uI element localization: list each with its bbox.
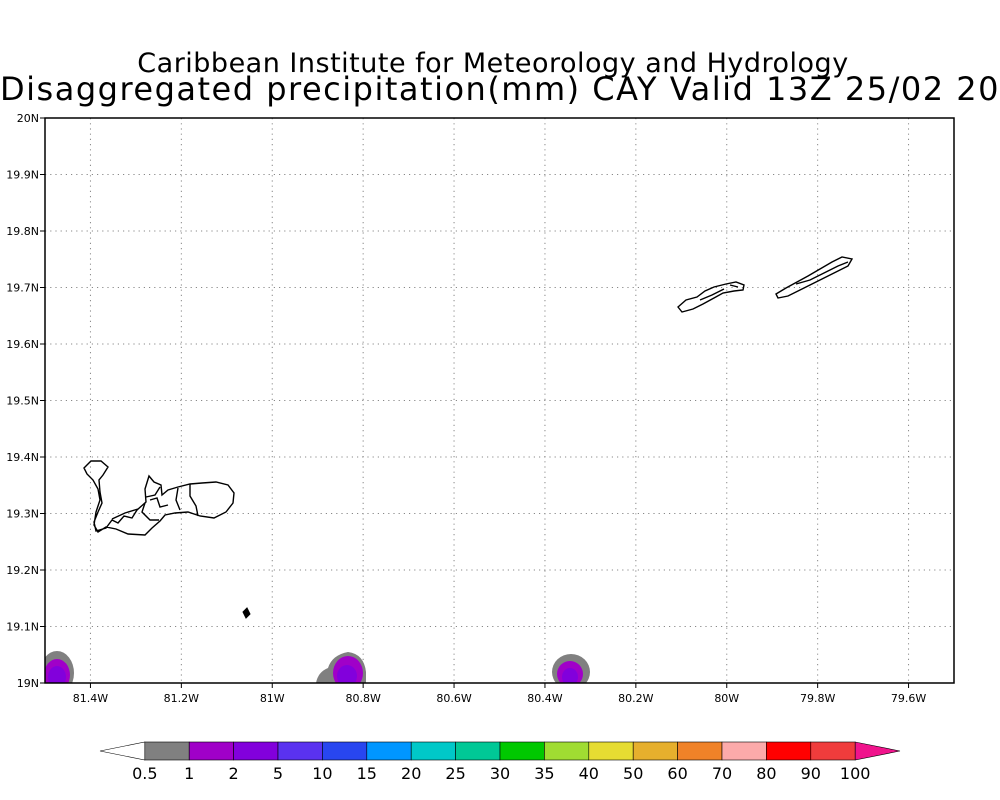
colorbar-swatch xyxy=(277,741,323,761)
coastlines xyxy=(83,256,854,619)
x-tick-label: 80W xyxy=(714,692,739,705)
colorbar-label: 40 xyxy=(579,764,599,783)
colorbar-label: 60 xyxy=(667,764,687,783)
y-tick-label: 19N xyxy=(17,677,39,690)
y-tick-label: 19.8N xyxy=(6,225,39,238)
y-tick-label: 19.3N xyxy=(6,508,39,521)
colorbar-label: 25 xyxy=(445,764,465,783)
colorbar-label: 2 xyxy=(229,764,239,783)
colorbar-swatch xyxy=(188,741,234,761)
island-cayman-brac xyxy=(775,256,854,299)
colorbar-label: 70 xyxy=(712,764,732,783)
colorbar-swatch xyxy=(677,741,723,761)
precip-cell-east xyxy=(552,654,590,683)
colorbar-label: 35 xyxy=(534,764,554,783)
colorbar-swatch xyxy=(588,741,634,761)
colorbar-label: 1 xyxy=(184,764,194,783)
latitude-axis: 20N 19.9N 19.8N 19.7N 19.6N 19.5N 19.4N 19.3N 19… xyxy=(6,112,45,690)
x-tick-label: 81.4W xyxy=(73,692,108,705)
y-tick-label: 19.2N xyxy=(6,564,39,577)
y-tick-label: 19.5N xyxy=(6,395,39,408)
x-tick-label: 79.6W xyxy=(891,692,926,705)
colorbar-swatch xyxy=(455,741,501,761)
colorbar: 0.5 1 2 5 10 15 20 25 30 35 40 50 60 70 80 90 100 xyxy=(99,741,901,783)
colorbar-swatch xyxy=(322,741,368,761)
colorbar-swatch xyxy=(233,741,279,761)
island-small-islet xyxy=(242,607,251,619)
y-tick-label: 19.7N xyxy=(6,282,39,295)
colorbar-label: 30 xyxy=(490,764,510,783)
x-tick-label: 81W xyxy=(260,692,285,705)
colorbar-label: 0.5 xyxy=(132,764,157,783)
title-line-2: Disaggregated precipitation(mm) CAY Vali… xyxy=(0,70,1000,108)
precip-cell-center xyxy=(316,652,366,683)
longitude-axis: 81.4W 81.2W 81W 80.8W 80.6W 80.4W 80.2W 80W 79.8… xyxy=(73,683,926,705)
title-line-1: Caribbean Institute for Meteorology and … xyxy=(137,48,849,79)
colorbar-swatch xyxy=(810,741,856,761)
colorbar-swatch xyxy=(144,741,190,761)
precipitation-layer xyxy=(45,651,590,683)
y-tick-label: 19.9N xyxy=(6,169,39,182)
colorbar-swatch xyxy=(499,741,545,761)
x-tick-label: 80.4W xyxy=(527,692,562,705)
colorbar-over-triangle xyxy=(854,741,901,761)
y-tick-label: 19.1N xyxy=(6,621,39,634)
colorbar-label: 100 xyxy=(840,764,871,783)
colorbar-swatch xyxy=(632,741,678,761)
colorbar-under-triangle xyxy=(99,741,146,761)
y-tick-label: 19.4N xyxy=(6,451,39,464)
colorbar-label: 15 xyxy=(357,764,377,783)
island-grand-cayman xyxy=(83,460,235,536)
colorbar-label: 20 xyxy=(401,764,421,783)
y-tick-label: 20N xyxy=(17,112,39,125)
colorbar-swatch xyxy=(366,741,412,761)
x-tick-label: 80.2W xyxy=(618,692,653,705)
x-tick-label: 81.2W xyxy=(164,692,199,705)
colorbar-label: 90 xyxy=(801,764,821,783)
colorbar-swatch xyxy=(410,741,456,761)
colorbar-label: 80 xyxy=(756,764,776,783)
colorbar-label: 5 xyxy=(273,764,283,783)
x-tick-label: 79.8W xyxy=(800,692,835,705)
colorbar-label: 50 xyxy=(623,764,643,783)
colorbar-swatch xyxy=(721,741,767,761)
precip-cell-west xyxy=(45,651,74,683)
grid-lines xyxy=(45,118,954,683)
colorbar-swatch xyxy=(544,741,590,761)
y-tick-label: 19.6N xyxy=(6,338,39,351)
island-little-cayman xyxy=(677,281,745,313)
colorbar-label: 10 xyxy=(312,764,332,783)
x-tick-label: 80.8W xyxy=(345,692,380,705)
colorbar-swatch xyxy=(766,741,812,761)
x-tick-label: 80.6W xyxy=(436,692,471,705)
